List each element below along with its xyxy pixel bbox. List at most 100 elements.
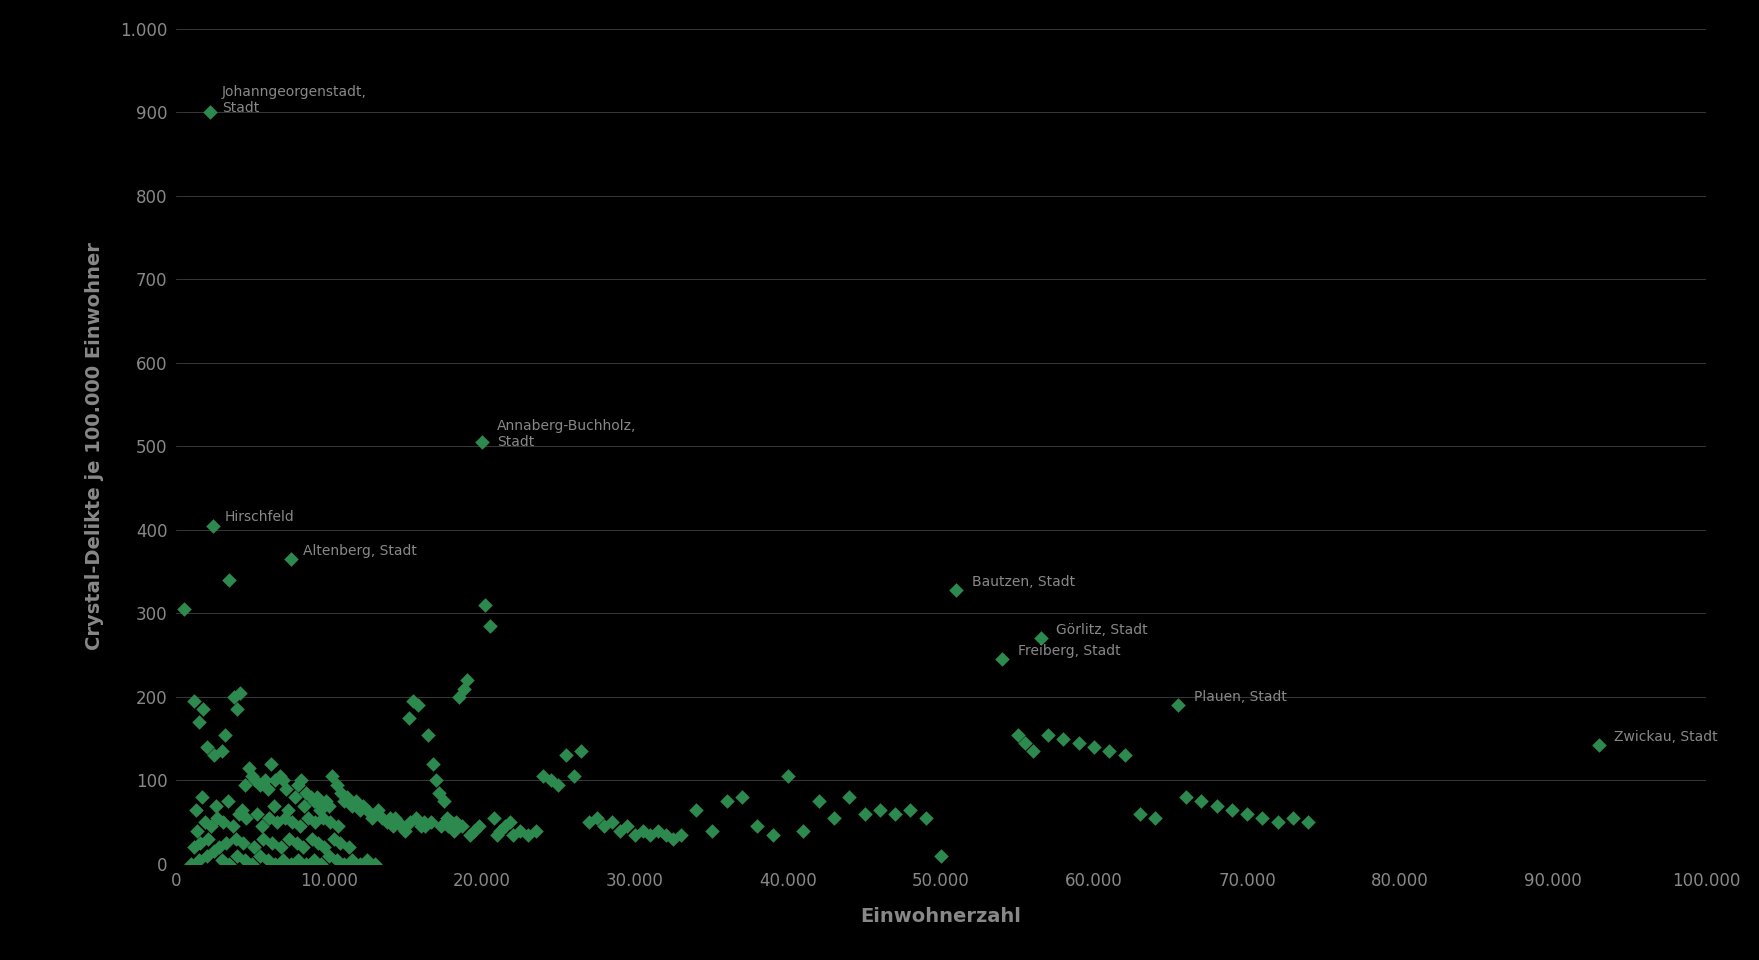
Point [559, 769, 588, 784]
Point [410, 814, 438, 829]
Point [190, 702, 218, 717]
Point [276, 551, 304, 566]
Point [213, 835, 241, 851]
Point [195, 105, 223, 120]
Point [1027, 631, 1055, 646]
Point [881, 806, 909, 822]
Point [1080, 739, 1108, 755]
Point [308, 798, 336, 813]
Point [1011, 735, 1040, 751]
Point [660, 831, 688, 847]
Point [514, 828, 542, 843]
Point [373, 814, 401, 829]
Text: Annaberg-Buchholz,
Stadt: Annaberg-Buchholz, Stadt [498, 419, 637, 449]
Point [354, 852, 382, 868]
Point [412, 819, 440, 834]
Point [225, 806, 253, 822]
Point [315, 848, 343, 863]
Point [380, 810, 408, 826]
Point [394, 710, 422, 726]
Text: Bautzen, Stadt: Bautzen, Stadt [971, 575, 1075, 588]
X-axis label: Einwohnerzahl: Einwohnerzahl [860, 907, 1022, 926]
Point [283, 835, 311, 851]
Point [215, 856, 243, 872]
Point [227, 802, 255, 817]
Point [248, 819, 276, 834]
Point [332, 789, 361, 804]
Point [644, 823, 672, 838]
Point [209, 814, 237, 829]
Point [415, 727, 443, 742]
Point [614, 819, 642, 834]
Point [536, 773, 565, 788]
Point [215, 572, 243, 588]
Point [185, 852, 213, 868]
Point [273, 781, 301, 797]
Point [290, 798, 318, 813]
Point [274, 802, 303, 817]
Text: Zwickau, Stadt: Zwickau, Stadt [1615, 730, 1719, 744]
Point [728, 789, 756, 804]
Point [1126, 806, 1154, 822]
Point [529, 769, 558, 784]
Point [383, 814, 412, 829]
Point [331, 794, 359, 809]
Point [449, 819, 477, 834]
Point [322, 852, 350, 868]
Point [1096, 744, 1124, 759]
Point [269, 852, 297, 868]
Point [433, 810, 461, 826]
Point [317, 814, 345, 829]
Point [262, 773, 290, 788]
Point [220, 689, 248, 705]
Point [450, 681, 478, 696]
Point [310, 840, 338, 855]
Point [276, 856, 304, 872]
Point [426, 785, 454, 801]
Point [327, 785, 355, 801]
Point [201, 748, 229, 763]
Point [456, 828, 484, 843]
Point [744, 819, 772, 834]
Point [304, 835, 332, 851]
Point [192, 848, 220, 863]
Point [188, 789, 216, 804]
Point [232, 810, 260, 826]
Point [259, 835, 287, 851]
Point [193, 831, 222, 847]
Point [218, 819, 246, 834]
Point [285, 852, 313, 868]
Point [288, 840, 317, 855]
Text: Johanngeorgenstadt,
Stadt: Johanngeorgenstadt, Stadt [222, 84, 366, 115]
Point [1171, 789, 1200, 804]
Point [287, 773, 315, 788]
Point [682, 802, 711, 817]
Point [1142, 810, 1170, 826]
Point [1034, 727, 1062, 742]
Point [440, 823, 468, 838]
Point [320, 831, 348, 847]
Point [429, 794, 457, 809]
Point [223, 702, 252, 717]
Point [442, 814, 470, 829]
Point [621, 828, 649, 843]
Point [1003, 727, 1031, 742]
Point [1249, 810, 1277, 826]
Point [183, 823, 211, 838]
Point [266, 769, 294, 784]
Point [338, 798, 366, 813]
Point [712, 794, 741, 809]
Point [1279, 810, 1307, 826]
Point [471, 597, 500, 612]
Point [181, 802, 209, 817]
Point [804, 794, 832, 809]
Point [452, 673, 480, 688]
Point [192, 814, 220, 829]
Point [598, 814, 626, 829]
Point [468, 435, 496, 450]
Point [303, 789, 331, 804]
Point [315, 798, 343, 813]
Point [1585, 737, 1613, 753]
Point [399, 693, 427, 708]
Point [201, 844, 229, 859]
